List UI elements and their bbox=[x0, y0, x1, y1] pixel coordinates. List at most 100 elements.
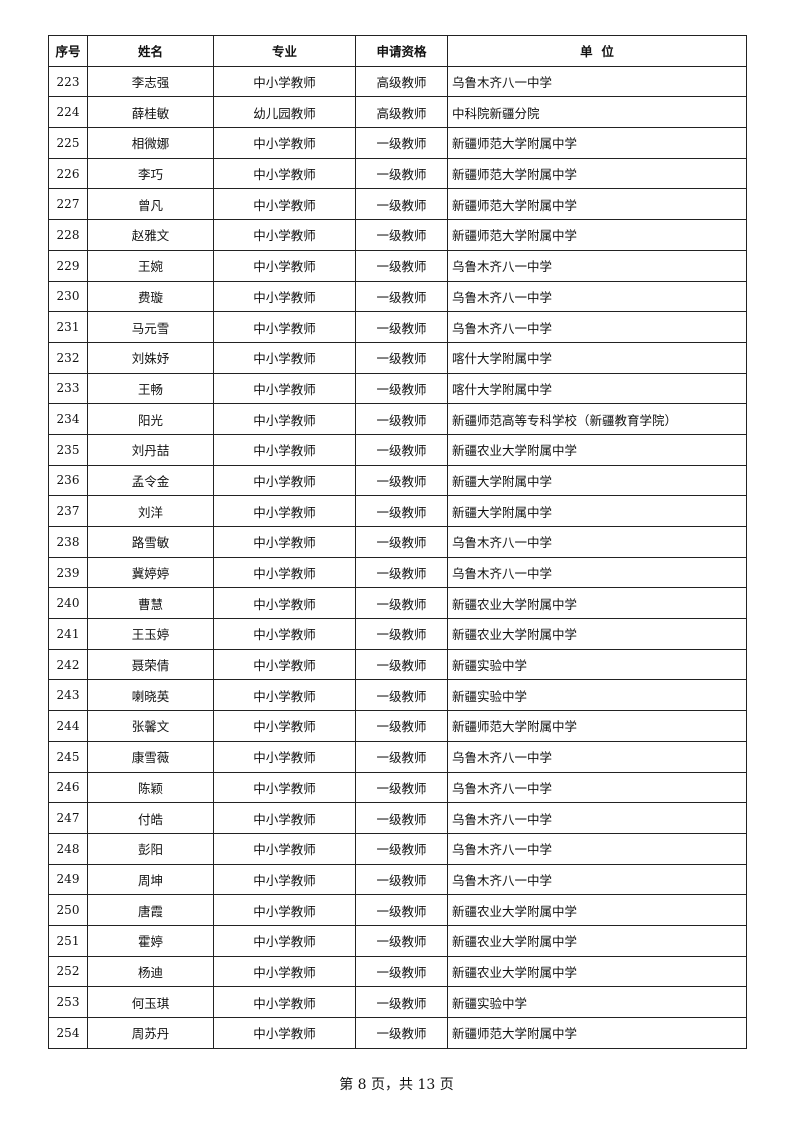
index-cell: 244 bbox=[48, 710, 88, 742]
unit-cell: 乌鲁木齐八一中学 bbox=[447, 740, 747, 773]
qualification-cell: 一级教师 bbox=[355, 618, 448, 650]
unit-cell: 乌鲁木齐八一中学 bbox=[447, 280, 747, 313]
index-cell: 233 bbox=[48, 372, 88, 405]
qualification-cell: 一级教师 bbox=[355, 802, 448, 834]
major-cell: 中小学教师 bbox=[213, 219, 356, 251]
table-row: 230 费璇 中小学教师 一级教师 乌鲁木齐八一中学 bbox=[48, 280, 747, 313]
table-row: 235 刘丹喆 中小学教师 一级教师 新疆农业大学附属中学 bbox=[48, 433, 747, 466]
unit-cell: 乌鲁木齐八一中学 bbox=[447, 249, 747, 282]
index-cell: 249 bbox=[48, 863, 88, 896]
major-cell: 中小学教师 bbox=[213, 311, 356, 343]
qualification-cell: 一级教师 bbox=[355, 832, 448, 865]
major-cell: 中小学教师 bbox=[213, 802, 356, 834]
qualification-cell: 一级教师 bbox=[355, 1017, 448, 1049]
index-cell: 234 bbox=[48, 403, 88, 435]
table-row: 236 孟令金 中小学教师 一级教师 新疆大学附属中学 bbox=[48, 464, 747, 497]
qualification-cell: 一级教师 bbox=[355, 188, 448, 221]
unit-cell: 喀什大学附属中学 bbox=[447, 372, 747, 405]
table-row: 227 曾凡 中小学教师 一级教师 新疆师范大学附属中学 bbox=[48, 188, 747, 221]
qualification-cell: 一级教师 bbox=[355, 894, 448, 926]
table-row: 252 杨迪 中小学教师 一级教师 新疆农业大学附属中学 bbox=[48, 955, 747, 988]
major-cell: 中小学教师 bbox=[213, 679, 356, 712]
index-cell: 252 bbox=[48, 955, 88, 988]
name-cell: 周苏丹 bbox=[87, 1017, 214, 1049]
major-cell: 中小学教师 bbox=[213, 433, 356, 466]
table-row: 241 王玉婷 中小学教师 一级教师 新疆农业大学附属中学 bbox=[48, 618, 747, 650]
qualification-cell: 一级教师 bbox=[355, 157, 448, 190]
qualification-cell: 一级教师 bbox=[355, 955, 448, 988]
qualification-cell: 一级教师 bbox=[355, 986, 448, 1018]
unit-cell: 乌鲁木齐八一中学 bbox=[447, 65, 747, 98]
major-cell: 中小学教师 bbox=[213, 1017, 356, 1049]
name-cell: 唐霞 bbox=[87, 894, 214, 926]
name-cell: 霍婷 bbox=[87, 924, 214, 957]
qualification-cell: 一级教师 bbox=[355, 495, 448, 527]
name-cell: 马元雪 bbox=[87, 311, 214, 343]
index-cell: 223 bbox=[48, 65, 88, 98]
index-cell: 253 bbox=[48, 986, 88, 1018]
major-cell: 中小学教师 bbox=[213, 127, 356, 159]
unit-cell: 新疆大学附属中学 bbox=[447, 495, 747, 527]
index-cell: 248 bbox=[48, 832, 88, 865]
name-cell: 喇晓英 bbox=[87, 679, 214, 712]
page-footer: 第 8 页，共 13 页 bbox=[339, 1077, 454, 1093]
unit-cell: 新疆师范高等专科学校（新疆教育学院） bbox=[447, 403, 747, 435]
unit-cell: 乌鲁木齐八一中学 bbox=[447, 771, 747, 804]
qualification-cell: 一级教师 bbox=[355, 372, 448, 405]
major-cell: 中小学教师 bbox=[213, 403, 356, 435]
table-row: 254 周苏丹 中小学教师 一级教师 新疆师范大学附属中学 bbox=[48, 1017, 747, 1049]
major-cell: 中小学教师 bbox=[213, 863, 356, 896]
unit-cell: 新疆农业大学附属中学 bbox=[447, 433, 747, 466]
index-cell: 250 bbox=[48, 894, 88, 926]
index-cell: 243 bbox=[48, 679, 88, 712]
index-cell: 235 bbox=[48, 433, 88, 466]
table-row: 248 彭阳 中小学教师 一级教师 乌鲁木齐八一中学 bbox=[48, 832, 747, 865]
table-row: 238 路雪敏 中小学教师 一级教师 乌鲁木齐八一中学 bbox=[48, 526, 747, 558]
major-cell: 中小学教师 bbox=[213, 894, 356, 926]
index-cell: 238 bbox=[48, 526, 88, 558]
unit-cell: 新疆师范大学附属中学 bbox=[447, 710, 747, 742]
qualification-cell: 一级教师 bbox=[355, 679, 448, 712]
unit-cell: 乌鲁木齐八一中学 bbox=[447, 863, 747, 896]
index-cell: 225 bbox=[48, 127, 88, 159]
major-cell: 中小学教师 bbox=[213, 924, 356, 957]
qualification-cell: 一级教师 bbox=[355, 710, 448, 742]
name-cell: 冀婷婷 bbox=[87, 556, 214, 589]
unit-cell: 新疆农业大学附属中学 bbox=[447, 618, 747, 650]
table-row: 226 李巧 中小学教师 一级教师 新疆师范大学附属中学 bbox=[48, 157, 747, 190]
name-cell: 王畅 bbox=[87, 372, 214, 405]
table-row: 240 曹慧 中小学教师 一级教师 新疆农业大学附属中学 bbox=[48, 587, 747, 620]
qualification-cell: 一级教师 bbox=[355, 556, 448, 589]
major-cell: 中小学教师 bbox=[213, 556, 356, 589]
table-row: 231 马元雪 中小学教师 一级教师 乌鲁木齐八一中学 bbox=[48, 311, 747, 343]
table-row: 246 陈颖 中小学教师 一级教师 乌鲁木齐八一中学 bbox=[48, 771, 747, 804]
name-cell: 相微娜 bbox=[87, 127, 214, 159]
table-row: 250 唐霞 中小学教师 一级教师 新疆农业大学附属中学 bbox=[48, 894, 747, 926]
unit-cell: 中科院新疆分院 bbox=[447, 96, 747, 129]
major-cell: 中小学教师 bbox=[213, 618, 356, 650]
qualification-cell: 一级教师 bbox=[355, 648, 448, 681]
unit-cell: 乌鲁木齐八一中学 bbox=[447, 556, 747, 589]
index-cell: 229 bbox=[48, 249, 88, 282]
index-cell: 232 bbox=[48, 341, 88, 374]
name-cell: 孟令金 bbox=[87, 464, 214, 497]
major-cell: 中小学教师 bbox=[213, 648, 356, 681]
index-cell: 254 bbox=[48, 1017, 88, 1049]
index-cell: 247 bbox=[48, 802, 88, 834]
index-cell: 242 bbox=[48, 648, 88, 681]
index-cell: 230 bbox=[48, 280, 88, 313]
qualification-cell: 一级教师 bbox=[355, 249, 448, 282]
unit-cell: 新疆农业大学附属中学 bbox=[447, 955, 747, 988]
index-cell: 226 bbox=[48, 157, 88, 190]
qualification-cell: 一级教师 bbox=[355, 341, 448, 374]
unit-cell: 乌鲁木齐八一中学 bbox=[447, 802, 747, 834]
header-major: 专业 bbox=[213, 35, 356, 67]
name-cell: 杨迪 bbox=[87, 955, 214, 988]
qualification-cell: 高级教师 bbox=[355, 65, 448, 98]
index-cell: 245 bbox=[48, 740, 88, 773]
unit-cell: 乌鲁木齐八一中学 bbox=[447, 832, 747, 865]
index-cell: 240 bbox=[48, 587, 88, 620]
name-cell: 王玉婷 bbox=[87, 618, 214, 650]
table-row: 251 霍婷 中小学教师 一级教师 新疆农业大学附属中学 bbox=[48, 924, 747, 957]
unit-cell: 喀什大学附属中学 bbox=[447, 341, 747, 374]
